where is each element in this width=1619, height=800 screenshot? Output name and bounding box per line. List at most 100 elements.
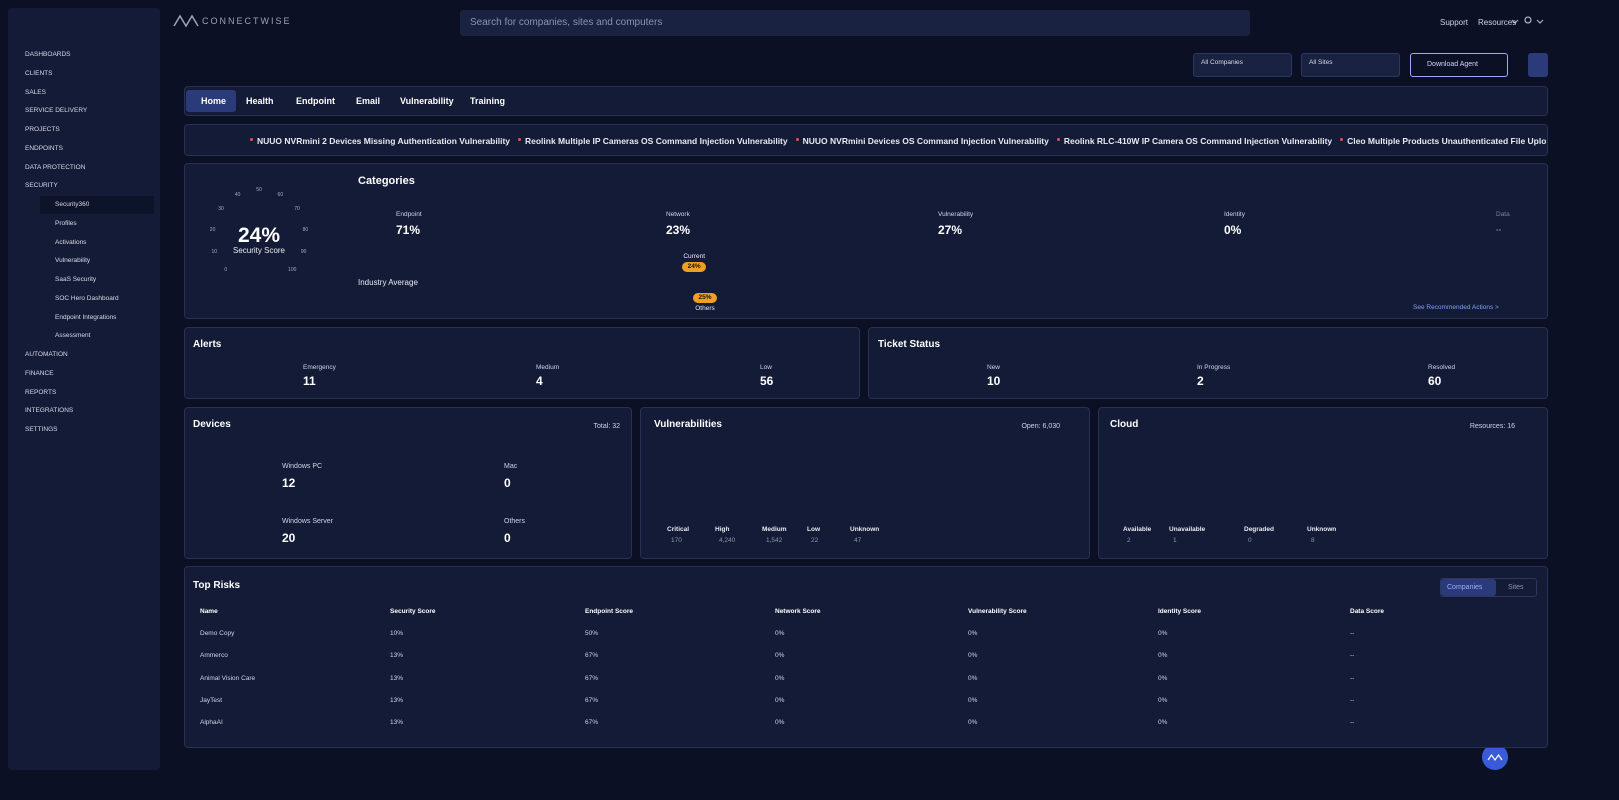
device-value: 0 [504,476,511,490]
submenu-item[interactable]: Endpoint Integrations [55,313,117,321]
menu-item[interactable]: DATA PROTECTION [25,163,86,171]
menu-item[interactable]: PROJECTS [25,126,60,133]
help-logo [1487,753,1503,762]
dial-label: 70 [294,206,300,213]
dial-label: 0 [224,267,228,274]
submenu-item[interactable]: Activations [55,238,87,246]
category-name: Network [666,211,690,218]
category-value: 23% [666,223,691,237]
stat-name: New [987,364,1001,371]
ticker-text: NUUO NVRmini 2 Devices Missing Authentic… [257,136,510,146]
settings-button[interactable] [1528,53,1548,77]
device-value: 20 [282,531,296,545]
tab[interactable]: Home [201,96,227,106]
section-title: Alerts [193,339,222,350]
submenu-item[interactable]: Profiles [55,219,77,227]
ticker-bullet [518,138,521,141]
device-value: 0 [504,531,511,545]
table-cell[interactable]: Demo Copy [200,630,235,637]
tab[interactable]: Vulnerability [400,96,454,106]
table-cell[interactable]: Animal Vision Care [200,674,256,682]
toggle-option[interactable]: Companies [1447,584,1483,591]
recommended-link[interactable]: See Recommended Actions > [1413,304,1499,311]
select-sites[interactable] [1301,53,1400,77]
menu-item[interactable]: DASHBOARDS [25,51,71,58]
submenu-item[interactable]: Assessment [55,332,91,340]
submenu-item[interactable]: Security360 [55,201,90,208]
menu-item[interactable]: FINANCE [25,369,54,377]
submenu-item[interactable]: Vulnerability [55,257,91,265]
menu-item[interactable]: SALES [25,88,46,96]
legend-name: High [715,526,730,533]
table-cell: -- [1350,674,1355,682]
table-cell: 0% [775,719,785,727]
table-cell: 0% [968,719,978,727]
tab[interactable]: Endpoint [296,96,335,106]
category-name: Endpoint [396,211,422,218]
resources-menu[interactable]: Resources [1478,18,1517,27]
panel-meta: Open: 6,030 [1021,423,1060,430]
device-name: Mac [504,463,518,470]
menu-item[interactable]: INTEGRATIONS [25,407,74,415]
stat-name: Resolved [1428,364,1456,371]
ticker-item[interactable]: Reolink RLC-410W IP Camera OS Command In… [1056,136,1332,146]
score-value: 24% [237,224,281,247]
score-caption: Security Score [232,246,286,255]
table-cell: 13% [390,652,404,660]
ticker-bullet [795,138,799,141]
alerts-panel [184,327,860,399]
menu-item[interactable]: AUTOMATION [25,351,68,358]
brand-logo [173,14,199,28]
menu-item[interactable]: CLIENTS [25,69,53,77]
column-header: Identity Score [1158,608,1201,615]
submenu-item[interactable]: SOC Hero Dashboard [55,294,119,302]
menu-item[interactable]: SECURITY [25,182,58,190]
category-name: Identity [1224,211,1245,218]
legend-value: 1,542 [766,537,783,544]
select-companies[interactable] [1193,53,1292,77]
ticker-item[interactable]: Reolink Multiple IP Cameras OS Command I… [518,136,788,146]
table-cell[interactable]: JayTest [200,696,223,704]
legend-value: 22 [811,537,819,544]
ticker-item[interactable]: Cleo Multiple Products Unauthenticated F… [1340,136,1546,146]
ticker-text: NUUO NVRmini Devices OS Command Injectio… [802,136,1049,146]
menu-item[interactable]: SERVICE DELIVERY [25,107,88,115]
legend-name: Available [1123,526,1152,533]
support-link[interactable]: Support [1440,18,1469,27]
toggle-option[interactable]: Sites [1508,584,1524,591]
dial-label: 50 [256,187,262,193]
tab[interactable]: Email [356,96,381,106]
device-value: 12 [282,476,296,490]
tab[interactable]: Training [470,96,506,106]
ticker-track: NUUO NVRmini 2 Devices Missing Authentic… [250,133,1546,149]
submenu-item[interactable]: SaaS Security [55,276,97,283]
table-cell: 10% [390,630,404,637]
table-cell: 13% [390,674,404,682]
menu-item[interactable]: REPORTS [25,388,57,396]
download-button[interactable] [1410,53,1508,77]
search-bar[interactable] [460,10,1250,36]
chevron [1511,19,1519,24]
sidebar [8,8,160,770]
table-cell[interactable]: Ammerco [200,652,228,660]
column-header: Name [200,608,218,615]
ticker-bar [184,124,1548,156]
table-cell: 67% [585,652,599,660]
help-button [1482,744,1508,770]
brand: CONNECTWISE [202,16,292,26]
user-icon [1524,16,1532,24]
menu-item[interactable]: SETTINGS [25,426,58,433]
menu-item[interactable]: ENDPOINTS [25,144,63,152]
ticker-item[interactable]: NUUO NVRmini 2 Devices Missing Authentic… [250,136,510,146]
table-cell: 0% [775,696,785,704]
industry-label: Industry Average [358,278,418,287]
table-cell: 67% [585,696,599,704]
search-placeholder[interactable]: Search for companies, sites and computer… [470,17,663,28]
section-title: Cloud [1110,419,1139,430]
tab[interactable]: Health [246,96,274,106]
dial-label: 90 [300,248,307,255]
legend-value: 170 [671,537,682,544]
table-cell[interactable]: AlphaAI [200,719,223,727]
ticker-item[interactable]: NUUO NVRmini Devices OS Command Injectio… [795,136,1049,146]
ticker-bullet [1340,138,1344,141]
